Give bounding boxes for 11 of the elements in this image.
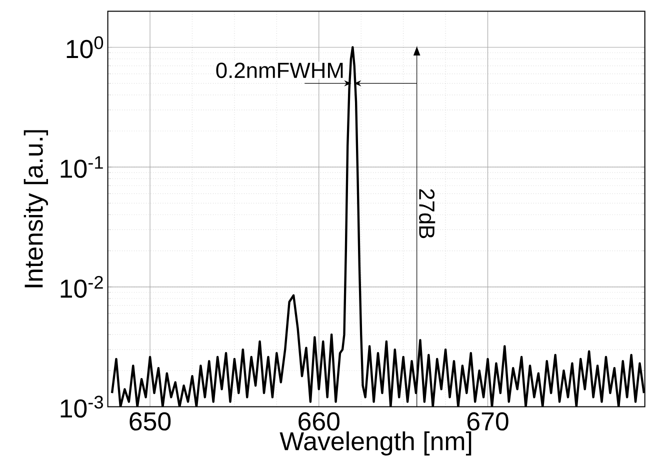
x-tick-label: 660 xyxy=(298,412,340,431)
x-tick-label: 670 xyxy=(467,412,508,431)
x-tick-label: 650 xyxy=(130,412,171,431)
y-tick-label: 10$^{-1}$ xyxy=(60,156,103,178)
y-tick-label: 10$^{-2}$ xyxy=(60,276,103,298)
x-axis-title: Wavelength [nm] xyxy=(280,431,472,456)
ref-line-label: 27dB xyxy=(419,189,436,238)
y-tick-label: 10$^{-3}$ xyxy=(60,396,103,418)
y-axis-title: Intensity [a.u.] xyxy=(24,130,48,288)
y-tick-label: 10$^{0}$ xyxy=(66,36,104,58)
annotation: 0.2nmFWHM xyxy=(216,62,343,78)
